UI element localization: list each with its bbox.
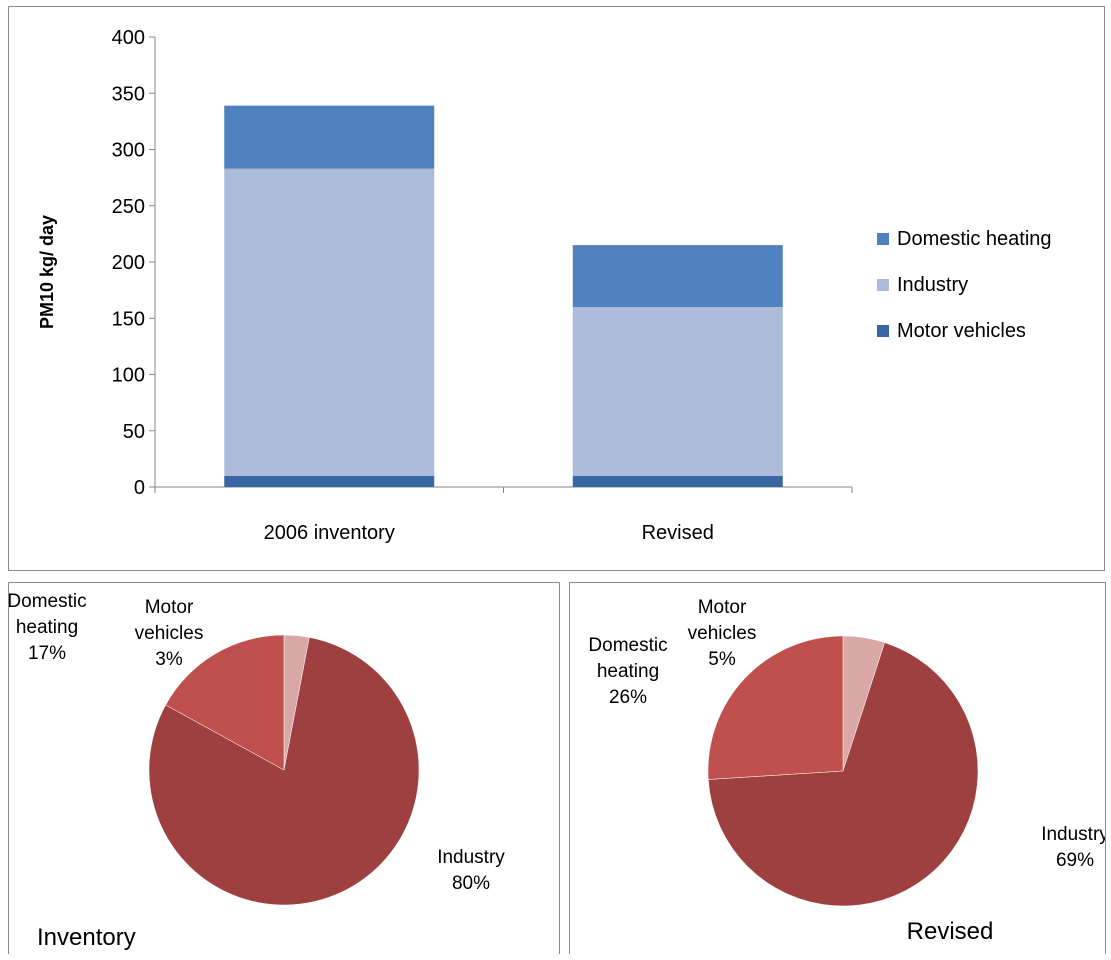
x-category-label: 2006 inventory [264, 522, 395, 544]
pie-title: Revised [907, 918, 994, 945]
revised-pie-panel: Motor vehicles 5% Industry 69% Domestic heatin… [569, 582, 1109, 954]
y-tick-label: 350 [112, 83, 145, 105]
pie-slice-label: Industry [437, 847, 505, 868]
y-tick-label: 0 [134, 477, 145, 499]
bar-segment-industry [572, 307, 783, 476]
legend-label-domestic-heating: Domestic heating [897, 228, 1052, 250]
inventory-pie-chart: Motor vehicles 3% Industry 80% Domestic heatin… [7, 591, 505, 951]
y-tick-label: 400 [112, 27, 145, 49]
bar-chart-panel: 0 50 100 150 200 250 300 350 400 2006 inventory Re… [8, 6, 1105, 571]
y-tick-label: 50 [123, 421, 145, 443]
pie-slice-label: heating [16, 617, 78, 638]
pie-slice-percent-label: 80% [452, 873, 490, 894]
pie-slice-percent-label: 17% [28, 643, 66, 664]
bar-segment-motor-vehicles [224, 475, 435, 487]
pie-slice-label: vehicles [688, 623, 757, 644]
pie-slice-percent-label: 69% [1056, 850, 1094, 871]
y-tick-label: 300 [112, 140, 145, 162]
pie-slice-industry [708, 642, 979, 907]
pie-slice-domestic-heating [707, 635, 844, 780]
legend-swatch-domestic-heating [877, 233, 889, 245]
y-tick-label: 250 [112, 196, 145, 218]
inventory-pie-panel: Motor vehicles 3% Industry 80% Domestic heatin… [7, 582, 560, 954]
pie-slice-percent-label: 5% [708, 649, 736, 670]
pie-slice-label: vehicles [135, 623, 204, 644]
pie-slice-label: Domestic [9, 591, 87, 612]
pie-slice-domestic-heating [165, 634, 285, 771]
bar-segment-motor-vehicles [572, 475, 783, 487]
pie-slice-industry [148, 637, 420, 906]
legend-label-motor-vehicles: Motor vehicles [897, 320, 1026, 342]
legend-label-industry: Industry [897, 274, 968, 296]
pie-slice-label: Motor [698, 597, 747, 618]
bar-segment-domestic-heating [572, 245, 783, 307]
bar-segment-domestic-heating [224, 105, 435, 169]
y-tick-label: 100 [112, 365, 145, 387]
pie-slice-label: heating [597, 661, 659, 682]
y-tick-label: 200 [112, 252, 145, 274]
stacked-bar-chart: 0 50 100 150 200 250 300 350 400 2006 inventory Re… [37, 27, 1052, 544]
pie-title: Inventory [37, 924, 136, 951]
pie-slice-percent-label: 26% [609, 687, 647, 708]
x-category-label: Revised [642, 522, 714, 544]
pie-slice-label: Motor [145, 597, 194, 618]
bar-segment-industry [224, 168, 435, 476]
legend-swatch-industry [877, 279, 889, 291]
y-axis-title: PM10 kg/ day [37, 215, 57, 329]
y-tick-label: 150 [112, 308, 145, 330]
revised-pie-chart: Motor vehicles 5% Industry 69% Domestic heatin… [588, 597, 1109, 945]
legend-swatch-motor-vehicles [877, 325, 889, 337]
pie-slice-label: Industry [1041, 824, 1105, 845]
pie-slice-label: Domestic [588, 635, 667, 656]
pie-slice-percent-label: 3% [155, 649, 183, 670]
